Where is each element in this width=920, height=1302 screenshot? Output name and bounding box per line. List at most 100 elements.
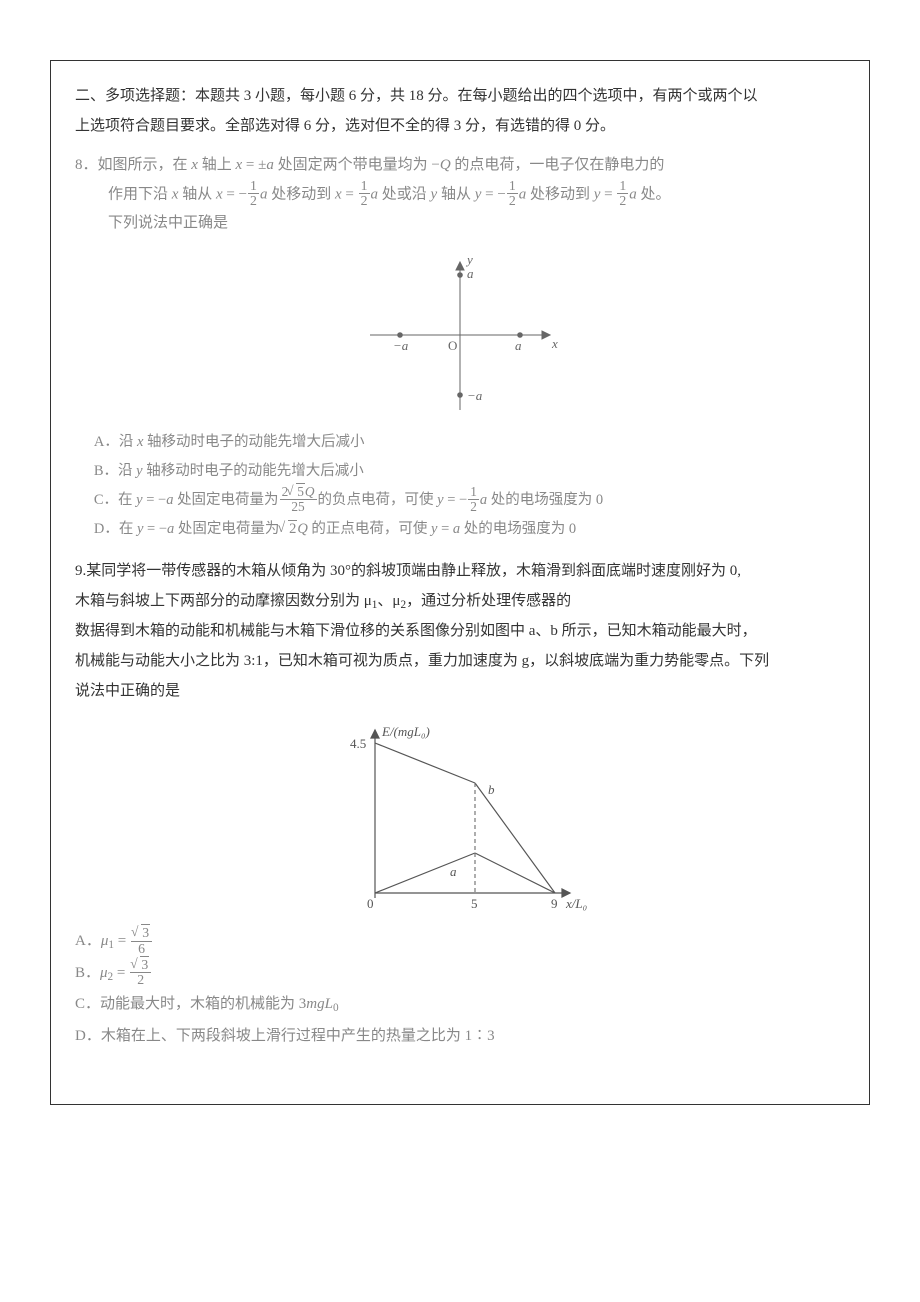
q8-l2-c: 处移动到 [267,186,335,202]
x-tick-9: 9 [551,896,558,911]
frac-mu2: 32 [130,958,151,988]
q9-D-txt: D．木箱在上、下两段斜坡上滑行过程中产生的热量之比为 1∶3 [75,1028,495,1044]
y-var2: y [475,186,482,202]
Q-var: Q [440,157,451,173]
q8-s-c: 处固定两个带电量均为 − [274,157,440,173]
q8-opt-D: D．在 y = −a 处固定电荷量为2Q 的正点电荷，可使 y = a 处的电场… [94,515,845,544]
q8-s-b: 轴上 [198,157,236,173]
sub-mu1: 1 [108,939,114,951]
q8-C-2: 处固定电荷量为 [173,492,278,508]
frac-1-2-C: 12 [468,485,479,514]
x-axis-label: x/L₀ [565,896,587,911]
q8-figure: a −a −a a O x y [75,250,845,420]
q9-chart-svg: 4.5 0 5 9 E/(mgL₀) x/L₀ a b [330,718,590,918]
sub0c: 0 [333,1002,339,1014]
instr-line-2: 上选项符合题目要求。全部选对得 6 分，选对但不全的得 3 分，有选错的得 0 … [75,118,615,134]
x-var: x [191,157,198,173]
q9-B-lab: B． [75,965,100,981]
q8-options: A．沿 x 轴移动时电子的动能先增大后减小 B．沿 y 轴移动时电子的动能先增大… [75,428,845,544]
sub-mu2: 2 [108,971,114,983]
lbl-xleft: −a [393,338,409,353]
q8-line3: 下列说法中正确是 [75,209,845,238]
series-b-label: b [488,782,495,797]
q8-C-4: 处的电场强度为 0 [487,492,603,508]
q8-l2-f: 处移动到 [526,186,594,202]
q9-A-lab: A． [75,933,101,949]
lbl-ybot: −a [467,388,483,403]
lbl-ytop: a [467,266,474,281]
q8-s-d: 的点电荷，一电子仅在静电力的 [451,157,665,173]
q8-stem: 8．如图所示，在 x 轴上 x = ±a 处固定两个带电量均为 −Q 的点电荷，… [75,151,845,238]
instr-line-1: 二、多项选择题：本题共 3 小题，每小题 6 分，共 18 分。在每小题给出的四… [75,88,758,104]
lbl-x: x [551,336,558,351]
q9-opt-A: A．μ1 = 36 [75,926,845,958]
x-tick-5: 5 [471,896,478,911]
q8-num: 8． [75,157,98,173]
frac-1-2-a: 12 [248,179,259,209]
y-varC2: y [437,492,443,508]
y-varC: y [136,492,142,508]
x-var4: x [335,186,342,202]
lbl-y: y [465,252,473,267]
q9-l5: 说法中正确的是 [75,683,180,699]
q9-figure: 4.5 0 5 9 E/(mgL₀) x/L₀ a b [75,718,845,918]
q9-opt-B: B．μ2 = 32 [75,958,845,990]
series-a-label: a [450,864,457,879]
q9-C-txt: C．动能最大时，木箱的机械能为 3 [75,996,306,1012]
page-frame: 二、多项选择题：本题共 3 小题，每小题 6 分，共 18 分。在每小题给出的四… [50,60,870,1105]
question-8: 8．如图所示，在 x 轴上 x = ±a 处固定两个带电量均为 −Q 的点电荷，… [75,151,845,544]
a-var: a [266,157,274,173]
q8-B-1: B．沿 [94,463,136,479]
lbl-xright: a [515,338,522,353]
q8-axes-svg: a −a −a a O x y [355,250,565,420]
q9-l3: 数据得到木箱的动能和机械能与木箱下滑位移的关系图像分别如图中 a、b 所示，已知… [75,623,757,639]
q8-C-3: 的负点电荷，可使 [318,492,438,508]
q9-stem: 9.某同学将一带传感器的木箱从倾角为 30°的斜坡顶端由静止释放，木箱滑到斜面底… [75,556,845,706]
q8-D-1: D．在 [94,521,137,537]
frac-C: 25Q25 [280,485,317,514]
mgL0: mgL [306,996,333,1012]
question-9: 9.某同学将一带传感器的木箱从倾角为 30°的斜坡顶端由静止释放，木箱滑到斜面底… [75,556,845,1052]
q8-l2-g: 处。 [637,186,671,202]
q8-l2-e: 轴从 [437,186,475,202]
a-var5: a [629,186,637,202]
y-axis-label: E/(mgL₀) [381,724,430,739]
q8-C-1: C．在 [94,492,136,508]
q9-opt-D: D．木箱在上、下两段斜坡上滑行过程中产生的热量之比为 1∶3 [75,1021,845,1053]
q8-s-a: 如图所示，在 [98,157,192,173]
q9-l1: 某同学将一带传感器的木箱从倾角为 30°的斜坡顶端由静止释放，木箱滑到斜面底端时… [86,563,741,579]
y-varD2: y [431,521,437,537]
Q-varD: Q [297,521,307,537]
frac-mu1: 36 [131,926,152,956]
q9-options: A．μ1 = 36 B．μ2 = 32 C．动能最大时，木箱的机械能为 3mgL… [75,926,845,1052]
frac-1-2-d: 12 [617,179,628,209]
q9-opt-C: C．动能最大时，木箱的机械能为 3mgL0 [75,989,845,1021]
x-var3: x [216,186,223,202]
section-instructions: 二、多项选择题：本题共 3 小题，每小题 6 分，共 18 分。在每小题给出的四… [75,81,845,141]
q9-l2c: ，通过分析处理传感器的 [406,593,571,609]
q8-opt-C: C．在 y = −a 处固定电荷量为25Q25的负点电荷，可使 y = −12a… [94,486,845,515]
q8-opt-A: A．沿 x 轴移动时电子的动能先增大后减小 [94,428,845,457]
sqrt2: 2 [279,515,297,544]
q8-l2-b: 轴从 [178,186,216,202]
mu2: μ [100,965,108,981]
q8-D-2: 处固定电荷量为 [174,521,279,537]
q9-l4: 机械能与动能大小之比为 3:1，已知木箱可视为质点，重力加速度为 g，以斜坡底端… [75,653,769,669]
q8-D-3: 的正点电荷，可使 [308,521,431,537]
q8-l2-d: 处或沿 [378,186,431,202]
q8-B-2: 轴移动时电子的动能先增大后减小 [143,463,364,479]
q9-l2a: 木箱与斜坡上下两部分的动摩擦因数分别为 μ [75,593,372,609]
frac-1-2-b: 12 [359,179,370,209]
q8-A-2: 轴移动时电子的动能先增大后减小 [143,434,364,450]
q8-D-4: 处的电场强度为 0 [460,521,576,537]
origin-0: 0 [367,896,374,911]
q8-A-1: A．沿 [94,434,137,450]
q9-num: 9. [75,563,86,579]
lbl-origin: O [448,338,457,353]
y-tick-4p5: 4.5 [350,736,366,751]
y-var3: y [594,186,601,202]
q8-opt-B: B．沿 y 轴移动时电子的动能先增大后减小 [94,457,845,486]
frac-1-2-c: 12 [507,179,518,209]
y-varD: y [137,521,143,537]
x-eq: x [235,157,242,173]
